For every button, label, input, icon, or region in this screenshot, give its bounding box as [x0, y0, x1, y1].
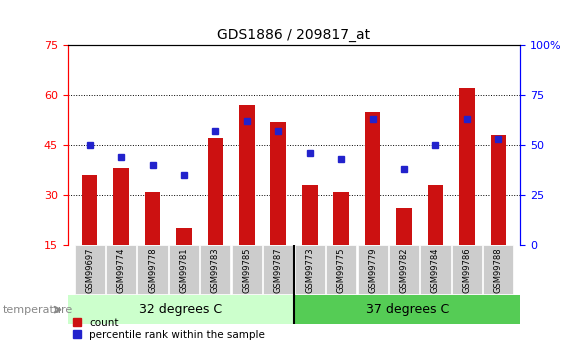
Text: GSM99775: GSM99775 [337, 247, 346, 293]
FancyBboxPatch shape [326, 245, 356, 295]
Bar [490, 135, 506, 245]
FancyBboxPatch shape [75, 245, 105, 295]
FancyBboxPatch shape [483, 245, 513, 295]
Bar [270, 121, 286, 245]
FancyBboxPatch shape [169, 245, 199, 295]
Legend: count, percentile rank within the sample: count, percentile rank within the sample [73, 318, 265, 340]
Bar [396, 208, 412, 245]
FancyBboxPatch shape [232, 245, 262, 295]
Text: GSM99773: GSM99773 [305, 247, 314, 293]
Bar [302, 185, 318, 245]
FancyBboxPatch shape [389, 245, 419, 295]
Text: GSM99774: GSM99774 [116, 247, 126, 293]
Bar [82, 175, 98, 245]
Bar [459, 88, 475, 245]
Text: GSM99787: GSM99787 [274, 247, 283, 293]
FancyBboxPatch shape [420, 245, 450, 295]
FancyBboxPatch shape [358, 245, 387, 295]
FancyBboxPatch shape [106, 245, 136, 295]
FancyBboxPatch shape [263, 245, 293, 295]
Text: GSM99697: GSM99697 [85, 247, 94, 293]
Bar [333, 191, 349, 245]
Text: GSM99784: GSM99784 [431, 247, 440, 293]
Text: GSM99786: GSM99786 [462, 247, 472, 293]
Text: GSM99788: GSM99788 [494, 247, 503, 293]
Text: GSM99778: GSM99778 [148, 247, 157, 293]
Text: 32 degrees C: 32 degrees C [139, 303, 222, 316]
Text: GSM99783: GSM99783 [211, 247, 220, 293]
Text: GSM99782: GSM99782 [399, 247, 409, 293]
Text: 37 degrees C: 37 degrees C [366, 303, 449, 316]
FancyBboxPatch shape [138, 245, 168, 295]
FancyBboxPatch shape [68, 295, 294, 324]
Bar [113, 168, 129, 245]
Text: GSM99785: GSM99785 [242, 247, 251, 293]
Bar [208, 138, 223, 245]
FancyBboxPatch shape [201, 245, 230, 295]
Text: GSM99781: GSM99781 [179, 247, 189, 293]
FancyBboxPatch shape [295, 245, 325, 295]
Text: GSM99779: GSM99779 [368, 247, 377, 293]
Bar [427, 185, 443, 245]
Text: temperature: temperature [3, 305, 73, 315]
Bar [176, 228, 192, 245]
Title: GDS1886 / 209817_at: GDS1886 / 209817_at [218, 28, 370, 42]
Bar [145, 191, 161, 245]
FancyBboxPatch shape [294, 295, 520, 324]
Bar [239, 105, 255, 245]
Bar [365, 111, 380, 245]
FancyBboxPatch shape [452, 245, 482, 295]
